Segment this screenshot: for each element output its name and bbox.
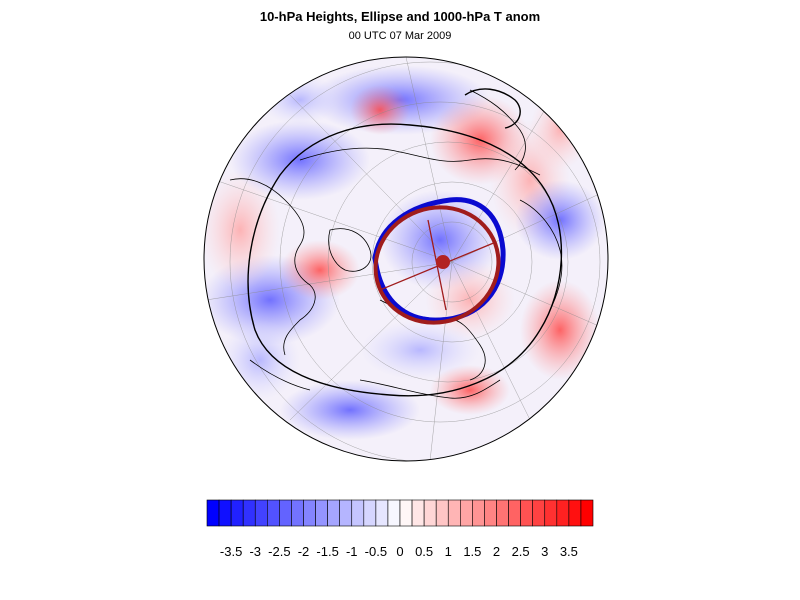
colorbar-tick-label: 0	[396, 544, 403, 559]
colorbar-tick-label: -0.5	[365, 544, 387, 559]
colorbar-bin	[327, 499, 340, 527]
polar-map	[203, 56, 609, 462]
colorbar-bin	[230, 499, 244, 527]
height-contours	[247, 88, 563, 397]
ellipse-center-marker	[436, 255, 450, 269]
colorbar-bin	[267, 499, 280, 527]
colorbar-bin	[435, 499, 449, 527]
colorbar-bin	[242, 499, 256, 527]
chart-subtitle: 00 UTC 07 Mar 2009	[348, 30, 452, 42]
colorbar-bin	[303, 499, 316, 527]
colorbar-bin	[580, 499, 594, 527]
colorbar-bin	[387, 499, 401, 527]
graticule	[205, 57, 608, 461]
colorbar-tick-label: -1	[346, 544, 358, 559]
colorbar-bin	[279, 499, 292, 527]
colorbar-bin	[472, 499, 485, 527]
colorbar-bin	[544, 499, 558, 527]
colorbar-bin	[411, 499, 425, 527]
colorbar-bin	[375, 499, 389, 527]
colorbar-bin	[556, 499, 570, 527]
colorbar-tick-label: 2.5	[512, 544, 530, 559]
colorbar: -3.5 -3 -2.5 -2 -1.5 -1 -0.5 0 0.5 1 1.5 2 2.5 3 3.5	[206, 499, 594, 559]
colorbar-bin	[496, 499, 509, 527]
chart-title: 10-hPa Heights, Ellipse and 1000-hPa T a…	[259, 9, 541, 24]
colorbar-bin	[520, 499, 533, 527]
colorbar-tick-label: 1	[445, 544, 452, 559]
colorbar-bin	[568, 499, 582, 527]
colorbar-tick-label: 1.5	[463, 544, 481, 559]
colorbar-bin	[423, 499, 437, 527]
colorbar-tick-label: 3.5	[560, 544, 578, 559]
colorbar-bin	[508, 499, 521, 527]
colorbar-bin	[291, 499, 304, 527]
globe-outline	[203, 56, 609, 462]
temperature-anomaly-field	[204, 57, 608, 461]
fitted-ellipse	[373, 205, 501, 325]
colorbar-bin	[351, 499, 365, 527]
vortex-edge	[372, 197, 506, 323]
colorbar-tick-label: 3	[541, 544, 548, 559]
colorbar-bin	[363, 499, 377, 527]
colorbar-bin	[206, 499, 220, 527]
colorbar-bin	[254, 499, 268, 527]
colorbar-bin	[447, 499, 461, 527]
colorbar-bin	[460, 499, 473, 527]
colorbar-tick-label: -3	[249, 544, 261, 559]
colorbar-bin	[484, 499, 497, 527]
colorbar-bin	[532, 499, 546, 527]
colorbar-tick-label: 0.5	[415, 544, 433, 559]
colorbar-tick-label: -1.5	[316, 544, 338, 559]
colorbar-tick-label: -2.5	[268, 544, 290, 559]
colorbar-bin	[339, 499, 353, 527]
colorbar-tick-label: -3.5	[220, 544, 242, 559]
colorbar-tick-label: 2	[493, 544, 500, 559]
colorbar-bin	[399, 499, 413, 527]
colorbar-bin	[218, 499, 232, 527]
colorbar-bin	[315, 499, 328, 527]
colorbar-tick-label: -2	[298, 544, 310, 559]
